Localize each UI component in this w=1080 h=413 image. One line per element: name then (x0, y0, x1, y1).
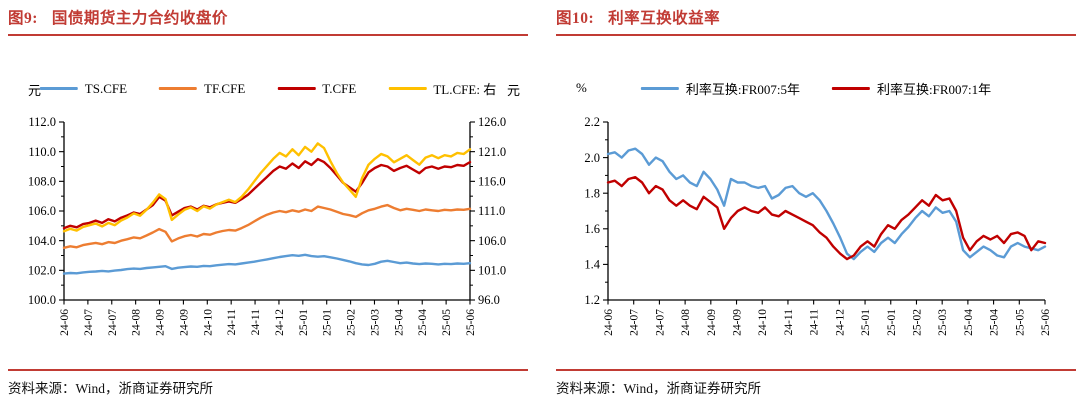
svg-text:24-11: 24-11 (250, 309, 262, 336)
svg-text:104.0: 104.0 (28, 234, 56, 248)
legend-label: TS.CFE (84, 80, 128, 96)
svg-text:25-06: 25-06 (465, 309, 477, 336)
legend-line-swatch (388, 87, 427, 90)
legend-label: 利率互换:FR007:5年 (685, 82, 800, 97)
treasury-futures-close-price-chart: 100.0 102.0 104.0 106.0 108.0 110.0 112.0 96.0 1… (28, 115, 506, 336)
svg-text:1.6: 1.6 (584, 222, 600, 236)
svg-text:1.8: 1.8 (584, 186, 600, 200)
figure-9-source: 资料来源：Wind，浙商证券研究所 (8, 381, 213, 396)
figure-10-heading: 图10: 利率互换收益率 (556, 6, 720, 28)
svg-text:25-01: 25-01 (322, 309, 334, 336)
legend-label: TL.CFE: 右 (433, 82, 497, 97)
svg-text:24-07: 24-07 (83, 309, 95, 336)
svg-text:25-04: 25-04 (393, 309, 405, 336)
svg-text:24-11: 24-11 (809, 309, 821, 336)
svg-text:24-11: 24-11 (783, 309, 795, 336)
legend-item: TL.CFE: 右 (388, 79, 496, 98)
svg-text:25-04: 25-04 (963, 309, 975, 336)
figure-10-legend: 利率互换:FR007:5年 利率互换:FR007:1年 (640, 79, 991, 98)
svg-text:121.0: 121.0 (478, 145, 506, 159)
legend-line-swatch (159, 87, 198, 90)
legend-item: T.CFE (277, 81, 356, 97)
svg-text:96.0: 96.0 (478, 293, 500, 307)
svg-text:25-05: 25-05 (1014, 309, 1026, 336)
svg-text:24-09: 24-09 (155, 309, 167, 336)
interest-rate-swap-yield-chart: 1.2 1.4 1.6 1.8 2.0 2.2 24-06 24-07 24-07 24-08 24… (584, 115, 1052, 336)
legend-line-swatch (832, 87, 870, 90)
figure-9-title-rule (8, 34, 528, 36)
svg-text:24-12: 24-12 (834, 309, 846, 336)
right-axis-unit-label: 元 (506, 83, 520, 98)
figure-10-legend-row: % 利率互换:FR007:5年 利率互换:FR007:1年 (556, 78, 1076, 98)
svg-text:25-02: 25-02 (911, 309, 923, 336)
figure-10-label: 图10: (556, 10, 595, 27)
figure-9-legend-row: 元 TS.CFE TF.CFE T.CFE TL.CFE: 右 元 (8, 78, 528, 99)
legend-line-swatch (640, 87, 679, 90)
svg-text:24-06: 24-06 (603, 309, 615, 336)
svg-text:1.4: 1.4 (584, 258, 600, 272)
svg-text:2.0: 2.0 (584, 151, 600, 165)
legend-label: T.CFE (322, 80, 357, 96)
svg-text:110.0: 110.0 (28, 145, 56, 159)
svg-text:1.2: 1.2 (584, 293, 600, 307)
svg-text:126.0: 126.0 (478, 115, 506, 129)
svg-text:24-07: 24-07 (107, 309, 119, 336)
svg-text:25-05: 25-05 (441, 309, 453, 336)
svg-text:24-09: 24-09 (706, 309, 718, 336)
figure-9-label: 图9: (8, 10, 38, 27)
svg-text:24-12: 24-12 (274, 309, 286, 336)
figure-10-source: 资料来源：Wind，浙商证券研究所 (556, 381, 761, 396)
figure-10-panel: 图10: 利率互换收益率 % 利率互换:FR007:5年 利率互换:FR007:1年… (556, 0, 1076, 413)
svg-text:111.0: 111.0 (478, 204, 505, 218)
svg-text:25-03: 25-03 (369, 309, 381, 336)
figure-10-title-rule (556, 34, 1076, 36)
legend-line-swatch (277, 87, 316, 90)
left-axis-unit-label: 元 (28, 83, 42, 98)
figure-10-title-text: 利率互换收益率 (608, 10, 721, 27)
svg-text:25-03: 25-03 (937, 309, 949, 336)
svg-text:106.0: 106.0 (478, 234, 506, 248)
svg-text:100.0: 100.0 (28, 293, 56, 307)
legend-line-swatch (39, 87, 78, 90)
legend-label: TF.CFE (204, 80, 246, 96)
svg-text:25-01: 25-01 (886, 309, 898, 336)
svg-text:24-08: 24-08 (131, 309, 143, 336)
legend-label: 利率互换:FR007:1年 (877, 82, 992, 97)
svg-text:24-08: 24-08 (680, 309, 692, 336)
svg-text:25-06: 25-06 (1040, 309, 1052, 336)
svg-text:25-04: 25-04 (989, 309, 1001, 336)
svg-text:24-09: 24-09 (178, 309, 190, 336)
svg-text:25-01: 25-01 (860, 309, 872, 336)
svg-text:112.0: 112.0 (28, 115, 56, 129)
legend-item: TS.CFE (39, 80, 128, 97)
legend-item: 利率互换:FR007:1年 (832, 79, 991, 98)
figure-9-title-text: 国债期货主力合约收盘价 (51, 10, 228, 27)
legend-item: 利率互换:FR007:5年 (640, 79, 800, 98)
svg-text:2.2: 2.2 (584, 115, 600, 129)
svg-text:24-07: 24-07 (654, 309, 666, 336)
percent-axis-unit-label: % (576, 80, 587, 95)
legend-item: TF.CFE (159, 81, 245, 97)
svg-text:24-07: 24-07 (629, 309, 641, 336)
svg-text:106.0: 106.0 (28, 204, 56, 218)
svg-text:24-10: 24-10 (202, 309, 214, 336)
svg-text:24-11: 24-11 (226, 309, 238, 336)
svg-text:24-10: 24-10 (757, 309, 769, 336)
svg-text:25-02: 25-02 (346, 309, 358, 336)
svg-text:24-06: 24-06 (59, 309, 71, 336)
svg-text:116.0: 116.0 (478, 175, 506, 189)
figure-9-legend: TS.CFE TF.CFE T.CFE TL.CFE: 右 (39, 79, 496, 98)
svg-text:101.0: 101.0 (478, 264, 506, 278)
svg-text:102.0: 102.0 (28, 264, 56, 278)
figure-9-panel: 图9: 国债期货主力合约收盘价 元 TS.CFE TF.CFE T.CFE TL.CFE… (8, 0, 528, 413)
figure-9-source-rule (8, 369, 528, 371)
figure-9-heading: 图9: 国债期货主力合约收盘价 (8, 6, 228, 28)
svg-text:24-09: 24-09 (732, 309, 744, 336)
figure-10-source-rule (556, 369, 1076, 371)
svg-text:25-01: 25-01 (298, 309, 310, 336)
svg-text:108.0: 108.0 (28, 175, 56, 189)
svg-text:25-04: 25-04 (417, 309, 429, 336)
